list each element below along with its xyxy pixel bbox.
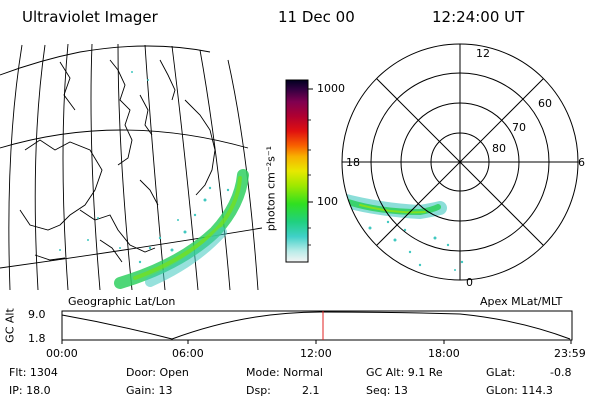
altitude-xtick-0600: 06:00 [172, 347, 204, 360]
apex-map-caption: Apex MLat/MLT [480, 295, 563, 308]
status-flt: Flt: 1304 [9, 366, 58, 379]
geographic-aurora [59, 71, 249, 289]
colorbar [285, 79, 313, 263]
status-glat-value: -0.8 [550, 366, 572, 379]
altitude-ylabel: GC Alt [3, 308, 17, 343]
altitude-xtick-1200: 12:00 [300, 347, 332, 360]
status-dsp-label: Dsp: [246, 384, 271, 397]
polar-mlat-60: 60 [538, 97, 552, 110]
polar-mlat-80: 80 [492, 142, 506, 155]
colorbar-tick-100: 100 [317, 195, 338, 208]
polar-aurora [342, 193, 464, 271]
polar-mlt-12: 12 [476, 47, 490, 60]
altitude-plot [61, 310, 573, 344]
status-dsp-value: 2.1 [302, 384, 320, 397]
polar-mlt-0: 0 [466, 276, 473, 289]
time-label: 12:24:00 UT [432, 8, 525, 26]
colorbar-unit-label: photon cm⁻²s⁻¹ [264, 145, 278, 232]
status-seq: Seq: 13 [366, 384, 408, 397]
polar-mlt-18: 18 [346, 156, 360, 169]
status-glon: GLon: 114.3 [486, 384, 553, 397]
polar-mlat-70: 70 [512, 121, 526, 134]
altitude-xtick-1800: 18:00 [428, 347, 460, 360]
polar-mlt-6: 6 [578, 156, 585, 169]
altitude-xtick-2359: 23:59 [554, 347, 586, 360]
colorbar-tick-1000: 1000 [317, 82, 345, 95]
geographic-map [0, 43, 262, 290]
altitude-ytick-9: 9.0 [28, 308, 46, 321]
status-gc-alt: GC Alt: 9.1 Re [366, 366, 443, 379]
status-door: Door: Open [126, 366, 189, 379]
geo-map-caption: Geographic Lat/Lon [68, 295, 176, 308]
status-ip: IP: 18.0 [9, 384, 51, 397]
altitude-xtick-0000: 00:00 [46, 347, 78, 360]
status-gain: Gain: 13 [126, 384, 173, 397]
polar-plot [341, 43, 579, 281]
date-label: 11 Dec 00 [278, 8, 355, 26]
instrument-title: Ultraviolet Imager [22, 8, 158, 26]
status-glat-label: GLat: [486, 366, 516, 379]
status-mode: Mode: Normal [246, 366, 323, 379]
altitude-ytick-1-8: 1.8 [28, 332, 46, 345]
